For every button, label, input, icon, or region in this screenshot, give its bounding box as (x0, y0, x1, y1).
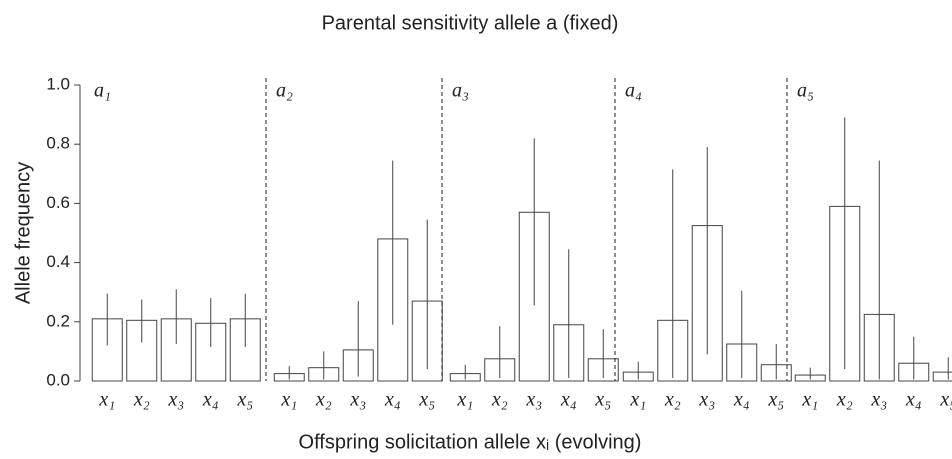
group-label: a₁ (94, 80, 111, 102)
group-label: a₅ (797, 80, 814, 102)
x-tick-label: x₅ (939, 389, 952, 411)
x-tick-label: x₃ (870, 389, 887, 411)
bar (932, 371, 952, 382)
x-tick-label: x₁ (280, 389, 297, 411)
y-tick-label: 1.0 (46, 74, 70, 93)
x-tick-label: x₂ (664, 389, 681, 411)
y-tick-label: 0.4 (46, 252, 70, 271)
x-tick-label: x₅ (236, 389, 253, 411)
x-tick-label: x₁ (629, 389, 646, 411)
y-tick-label: 0.2 (46, 311, 70, 330)
group-label: a₃ (452, 80, 469, 102)
y-axis-label: Allele frequency (12, 162, 34, 304)
y-tick-label: 0.8 (46, 134, 70, 153)
x-tick-label: x₃ (349, 389, 366, 411)
x-tick-label: x₃ (698, 389, 715, 411)
x-tick-label: x₂ (315, 389, 332, 411)
group-label: a₂ (276, 80, 293, 102)
x-tick-label: x₃ (525, 389, 542, 411)
x-tick-label: x₄ (733, 389, 750, 411)
x-tick-label: x₅ (594, 389, 611, 411)
x-tick-label: x₅ (418, 389, 435, 411)
x-tick-label: x₅ (767, 389, 784, 411)
x-tick-label: x₂ (491, 389, 508, 411)
x-tick-label: x₄ (905, 389, 922, 411)
x-tick-label: x₃ (167, 389, 184, 411)
x-tick-label: x₁ (98, 389, 115, 411)
x-tick-label: x₄ (384, 389, 401, 411)
x-tick-label: x₄ (202, 389, 219, 411)
x-tick-label: x₁ (456, 389, 473, 411)
x-tick-label: x₂ (133, 389, 150, 411)
y-tick-label: 0.0 (46, 370, 70, 389)
chart-title: Parental sensitivity allele a (fixed) (322, 12, 619, 34)
group-label: a₄ (625, 80, 642, 102)
x-tick-label: x₄ (560, 389, 577, 411)
x-axis-label: Offspring solicitation allele xᵢ (evolvi… (299, 431, 642, 453)
y-tick-label: 0.6 (46, 193, 70, 212)
x-tick-label: x₁ (801, 389, 818, 411)
x-tick-label: x₂ (836, 389, 853, 411)
